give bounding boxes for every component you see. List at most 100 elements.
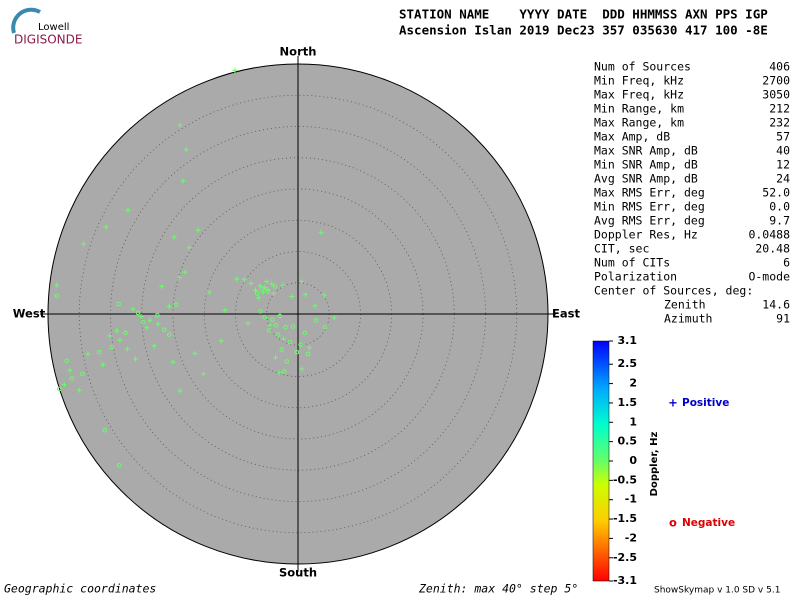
point-positive: [130, 306, 136, 312]
point-positive: [232, 67, 238, 73]
stat-label: Doppler Res, Hz: [594, 228, 698, 242]
footer-right: ShowSkymap v 1.0 SD v 5.1: [654, 586, 780, 596]
point-positive: [85, 351, 91, 357]
footer-left: Geographic coordinates: [4, 582, 156, 596]
point-negative: [283, 324, 288, 330]
point-negative: [279, 347, 285, 352]
logo-arc: [11, 7, 41, 34]
legend-label: Positive: [682, 397, 729, 409]
stat-value: 12: [776, 158, 790, 172]
colorbar-tick-label: 3.1: [618, 334, 638, 347]
colorbar-tick-label: 2.5: [618, 357, 638, 370]
point-negative: [102, 427, 108, 433]
colorbar-tick-label: 1: [629, 415, 637, 428]
header-line2: Ascension Islan 2019 Dec23 357 035630 41…: [399, 23, 768, 38]
stat-value: 0.0: [769, 200, 790, 214]
point-negative: [56, 386, 62, 392]
point-positive: [267, 322, 273, 328]
point-positive: [192, 350, 198, 356]
point-positive: [222, 307, 228, 313]
point-positive: [312, 303, 318, 309]
point-negative: [64, 358, 70, 364]
point-negative: [262, 314, 268, 320]
point-positive: [170, 359, 176, 365]
stat-value: O-mode: [748, 270, 790, 284]
point-positive: [186, 245, 192, 251]
center-value: 14.6: [762, 298, 790, 312]
dir-east: East: [552, 307, 580, 321]
point-positive: [107, 333, 113, 339]
stat-label: Min Range, km: [594, 102, 684, 116]
point-negative: [155, 312, 160, 318]
stat-label: Avg RMS Err, deg: [594, 214, 705, 228]
stat-label: Max Amp, dB: [594, 130, 670, 144]
legend-marker: o: [669, 516, 677, 530]
point-negative: [135, 310, 141, 316]
point-positive: [234, 276, 240, 282]
point-positive: [117, 337, 123, 343]
stat-label: CIT, sec: [594, 242, 649, 256]
point-negative: [260, 286, 265, 291]
point-negative: [166, 332, 172, 337]
point-positive: [257, 283, 263, 289]
point-negative: [173, 302, 179, 307]
point-positive: [269, 281, 275, 287]
point-positive: [144, 325, 150, 331]
point-positive: [114, 328, 120, 334]
point-positive: [245, 320, 251, 326]
stat-value: 212: [769, 102, 790, 116]
stat-label: Max RMS Err, deg: [594, 186, 705, 200]
point-positive: [248, 280, 254, 286]
point-positive: [138, 314, 144, 319]
point-negative: [302, 330, 308, 336]
stat-label: Num of CITs: [594, 256, 670, 270]
point-positive: [124, 346, 130, 352]
point-negative: [265, 289, 271, 294]
point-positive: [299, 366, 305, 372]
stat-value: 232: [769, 116, 790, 130]
point-positive: [331, 315, 337, 321]
center-label: Azimuth: [664, 312, 712, 326]
dir-west: West: [13, 307, 46, 321]
point-positive: [81, 241, 87, 247]
point-positive: [298, 279, 304, 284]
stat-value: 52.0: [762, 186, 790, 200]
stat-label: Min Freq, kHz: [594, 74, 684, 88]
point-negative: [273, 322, 279, 328]
point-negative: [258, 309, 263, 314]
point-negative: [140, 319, 146, 325]
point-positive: [195, 227, 201, 233]
point-positive: [103, 224, 109, 230]
point-positive: [262, 285, 268, 291]
point-negative: [322, 324, 328, 330]
colorbar: [592, 340, 610, 582]
point-negative: [277, 313, 283, 319]
point-positive: [177, 122, 183, 128]
point-positive: [276, 370, 282, 376]
point-positive: [306, 345, 312, 351]
colorbar-tick-label: -3.1: [613, 574, 637, 587]
stat-label: Max Range, km: [594, 116, 684, 130]
stat-value: 20.48: [755, 242, 790, 256]
point-positive: [125, 207, 131, 213]
point-positive: [241, 277, 247, 283]
point-negative: [109, 344, 115, 350]
stat-label: Min RMS Err, deg: [594, 200, 705, 214]
center-label: Zenith: [664, 298, 706, 312]
point-positive: [100, 362, 106, 368]
point-negative: [298, 342, 303, 347]
legend-label: Negative: [682, 517, 735, 529]
point-negative: [69, 376, 75, 381]
logo-top: Lowell: [38, 22, 69, 33]
stat-value: 40: [776, 144, 790, 158]
colorbar-tick-label: 2: [629, 377, 637, 390]
colorbar-tick-label: -2.5: [613, 551, 637, 564]
header-line1: STATION NAME YYYY DATE DDD HHMMSS AXN PP…: [399, 7, 768, 22]
point-positive: [256, 295, 262, 301]
point-positive: [155, 321, 161, 327]
point-negative: [272, 284, 278, 289]
colorbar-tick-label: -1.5: [613, 512, 637, 525]
point-negative: [313, 317, 319, 323]
point-positive: [76, 387, 82, 393]
